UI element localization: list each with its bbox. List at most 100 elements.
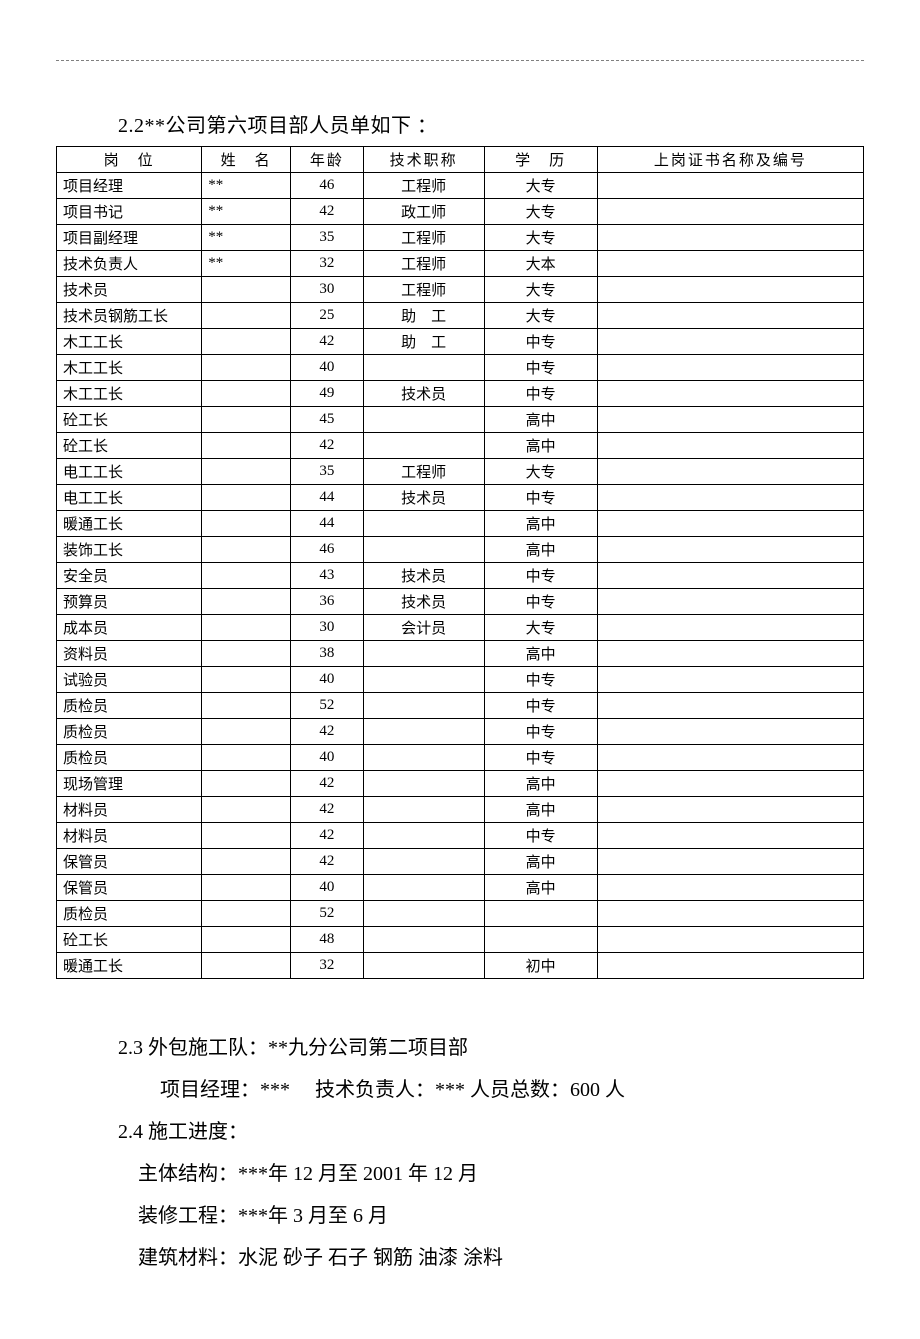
table-cell	[363, 875, 484, 901]
table-cell	[363, 511, 484, 537]
table-cell: 40	[291, 667, 364, 693]
table-cell	[597, 277, 863, 303]
table-cell	[363, 537, 484, 563]
table-cell	[597, 355, 863, 381]
table-cell	[202, 589, 291, 615]
table-cell: 中专	[484, 823, 597, 849]
table-cell: 项目经理	[57, 173, 202, 199]
table-row: 装饰工长46高中	[57, 537, 864, 563]
table-cell: 安全员	[57, 563, 202, 589]
table-cell	[597, 511, 863, 537]
table-cell	[202, 667, 291, 693]
table-cell	[597, 797, 863, 823]
table-cell: 中专	[484, 693, 597, 719]
table-cell	[597, 563, 863, 589]
table-cell: 保管员	[57, 875, 202, 901]
table-cell: 48	[291, 927, 364, 953]
table-cell: **	[202, 173, 291, 199]
table-cell: 暖通工长	[57, 511, 202, 537]
line-2-4-c: 建筑材料：水泥 砂子 石子 钢筋 油漆 涂料	[118, 1237, 864, 1279]
table-cell: 42	[291, 329, 364, 355]
table-cell	[363, 407, 484, 433]
table-cell	[597, 901, 863, 927]
table-cell	[202, 927, 291, 953]
table-header-cell: 岗 位	[57, 147, 202, 173]
table-cell	[363, 771, 484, 797]
table-cell	[597, 589, 863, 615]
table-cell: 中专	[484, 563, 597, 589]
table-cell: 质检员	[57, 719, 202, 745]
table-header-row: 岗 位姓 名年龄技术职称学 历上岗证书名称及编号	[57, 147, 864, 173]
table-cell	[202, 485, 291, 511]
table-cell: 砼工长	[57, 433, 202, 459]
table-cell: 25	[291, 303, 364, 329]
table-cell: 35	[291, 459, 364, 485]
table-cell	[202, 771, 291, 797]
table-cell: 中专	[484, 745, 597, 771]
table-cell	[597, 823, 863, 849]
table-cell	[363, 745, 484, 771]
table-cell	[597, 615, 863, 641]
table-cell: 质检员	[57, 693, 202, 719]
table-cell	[202, 719, 291, 745]
table-cell	[202, 381, 291, 407]
table-cell: 项目副经理	[57, 225, 202, 251]
table-cell: 38	[291, 641, 364, 667]
section-2-2-heading: 2.2**公司第六项目部人员单如下 ：	[118, 109, 864, 138]
table-cell: 资料员	[57, 641, 202, 667]
table-row: 保管员 40 高中	[57, 875, 864, 901]
table-cell: 助 工	[363, 303, 484, 329]
table-cell: 大专	[484, 459, 597, 485]
table-cell: 项目书记	[57, 199, 202, 225]
table-cell	[363, 901, 484, 927]
table-cell: 大专	[484, 225, 597, 251]
table-cell	[597, 173, 863, 199]
table-cell: 高中	[484, 433, 597, 459]
table-cell: 44	[291, 511, 364, 537]
table-cell: 高中	[484, 875, 597, 901]
table-cell: 电工工长	[57, 485, 202, 511]
table-cell: 35	[291, 225, 364, 251]
table-cell: 中专	[484, 485, 597, 511]
table-cell: 46	[291, 173, 364, 199]
table-cell: 工程师	[363, 173, 484, 199]
table-row: 暖通工长32初中	[57, 953, 864, 979]
table-cell: **	[202, 199, 291, 225]
table-cell: 40	[291, 875, 364, 901]
table-cell	[202, 875, 291, 901]
table-cell: 高中	[484, 771, 597, 797]
table-cell: 工程师	[363, 251, 484, 277]
table-cell	[202, 745, 291, 771]
table-cell	[202, 615, 291, 641]
table-row: 质检员52中专	[57, 693, 864, 719]
table-cell: 中专	[484, 719, 597, 745]
table-cell	[202, 537, 291, 563]
line-2-3-detail: 项目经理：*** 技术负责人：*** 人员总数：600 人	[118, 1069, 864, 1111]
table-cell	[597, 459, 863, 485]
line-2-4-b: 装修工程：***年 3 月至 6 月	[118, 1195, 864, 1237]
table-cell: 质检员	[57, 901, 202, 927]
table-cell: 42	[291, 849, 364, 875]
table-cell	[484, 901, 597, 927]
table-cell	[597, 251, 863, 277]
table-cell: 砼工长	[57, 407, 202, 433]
table-row: 项目副经理**35工程师大专	[57, 225, 864, 251]
table-header-cell: 上岗证书名称及编号	[597, 147, 863, 173]
table-cell	[597, 849, 863, 875]
table-row: 安全员43技术员中专	[57, 563, 864, 589]
table-cell	[202, 849, 291, 875]
top-separator	[56, 60, 864, 61]
table-cell: 中专	[484, 381, 597, 407]
table-cell: 30	[291, 615, 364, 641]
table-cell	[597, 381, 863, 407]
table-row: 材料员42中专	[57, 823, 864, 849]
table-cell: **	[202, 251, 291, 277]
table-row: 预算员36技术员中专	[57, 589, 864, 615]
table-cell	[202, 433, 291, 459]
table-cell	[597, 875, 863, 901]
table-cell	[597, 199, 863, 225]
table-cell	[484, 927, 597, 953]
table-row: 技术员钢筋工长25助 工大专	[57, 303, 864, 329]
table-cell	[363, 927, 484, 953]
table-cell: 中专	[484, 355, 597, 381]
